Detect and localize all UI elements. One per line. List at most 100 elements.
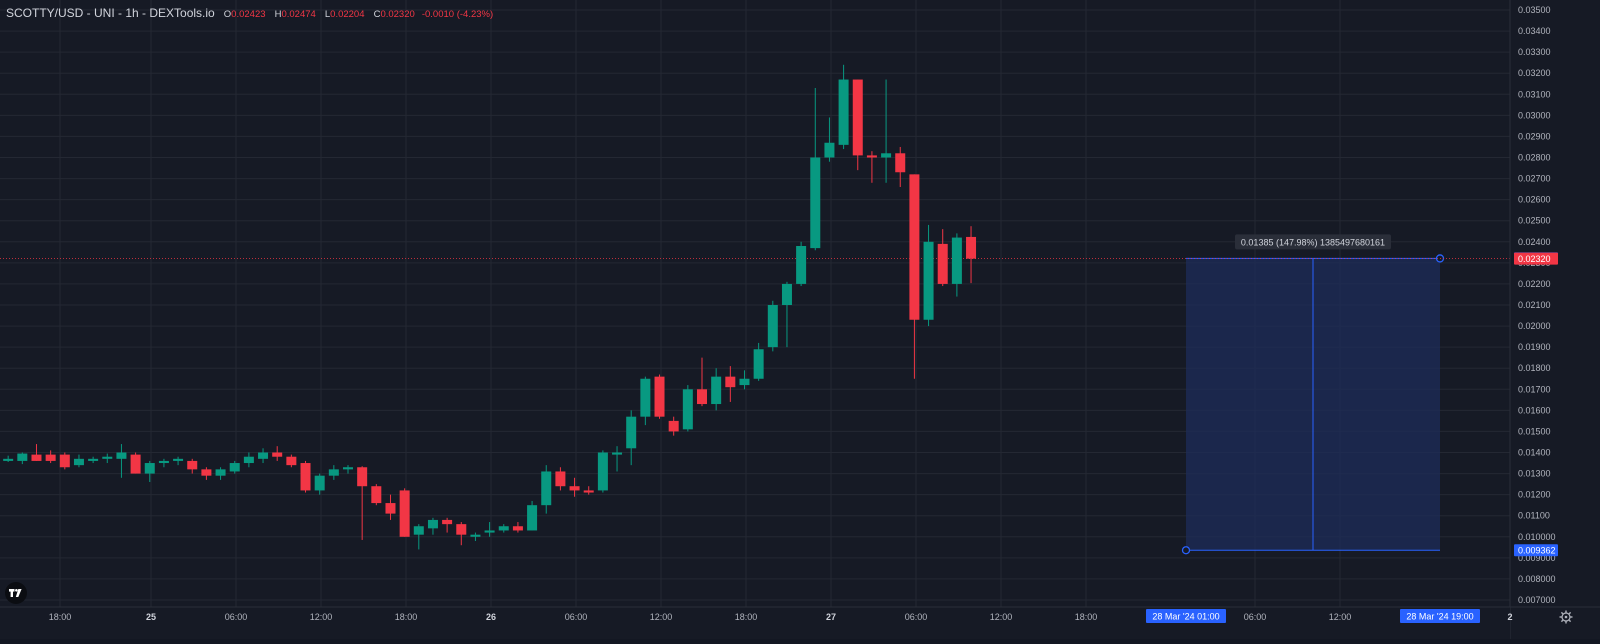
price-axis[interactable]: 0.03500 0.03400 0.03300 0.03200 0.03100 0.030… [1509,0,1600,639]
measure-label: 0.01385 (147.98%) 1385497680161 [1241,237,1385,247]
candle-body [144,463,155,474]
time-tick-label: 2 [1507,612,1512,622]
time-tick-label: 18:00 [735,612,758,622]
candle-body [852,79,863,156]
candle-body [88,458,99,461]
time-tick-label: 06:00 [905,612,928,622]
price-tick-label: 0.02700 [1518,174,1551,184]
candle-body [314,475,325,491]
candle-body [229,463,240,472]
price-tick-label: 0.02400 [1518,237,1551,247]
price-tick-label: 0.02600 [1518,195,1551,205]
candle-body [484,530,495,533]
price-tick-label: 0.009000 [1518,553,1556,563]
measure-end-time-badge: 28 Mar '24 19:00 [1406,612,1473,622]
price-tick-label: 0.02900 [1518,131,1551,141]
measure-tool[interactable]: 0.01385 (147.98%) 1385497680161 [1181,234,1445,555]
price-tick-label: 0.007000 [1518,595,1556,605]
time-tick-label: 18:00 [49,612,72,622]
candle-body [555,471,566,487]
measure-label-background [1235,234,1391,250]
candle-body [569,486,580,491]
candle-body [17,453,28,461]
candle-body [187,460,198,470]
candle-body [442,519,453,525]
candle-body [73,458,84,466]
candle-body [130,454,141,474]
price-tick-label: 0.03200 [1518,68,1551,78]
candle-body [215,469,226,476]
time-tick-label: 06:00 [225,612,248,622]
high-label: H [274,9,282,20]
price-tick-label: 0.01100 [1518,511,1550,521]
price-axis-background [1510,0,1600,639]
measure-start-time-badge-background [1146,609,1226,623]
price-tick-label: 0.03500 [1518,5,1551,15]
candle-body [654,376,665,417]
time-axis-background [0,607,1510,639]
candle-body [626,416,637,449]
price-tick-label: 0.03400 [1518,26,1551,36]
candle-body [102,456,113,459]
candle-body [45,454,56,461]
measure-end-time-badge-background [1400,609,1480,623]
price-tick-label: 0.02500 [1518,216,1551,226]
candle-body [512,526,523,531]
price-tick-label: 0.01200 [1518,490,1551,500]
time-tick-label: 26 [486,612,496,622]
time-axis[interactable]: 18:00 25 06:00 12:00 18:00 26 06:00 12:00 18:00 2… [0,606,1600,639]
time-tick-label: 06:00 [1244,612,1267,622]
tradingview-logo[interactable] [5,582,27,604]
price-tick-label: 0.01300 [1518,469,1551,479]
price-tick-label: 0.01500 [1518,426,1551,436]
candle-body [541,471,552,506]
open-label: O [223,9,232,20]
candle-body [300,463,311,491]
candle-body [824,142,835,158]
candle-body [796,246,807,284]
price-tick-label: 0.010000 [1518,532,1556,542]
close-label: C [373,9,381,20]
candle-body [456,524,467,535]
price-tick-label: 0.02100 [1518,300,1551,310]
candle-body [498,526,509,531]
gear-icon[interactable] [1559,610,1573,624]
candle-body [753,349,764,379]
time-tick-label: 18:00 [1075,612,1098,622]
candle-body [31,454,42,461]
candle-body [923,241,934,320]
candle-body [173,458,184,461]
candle-body [682,389,693,430]
symbol-title[interactable]: SCOTTY/USD - UNI - 1h - DEXTools.io [6,6,215,20]
price-tick-label: 0.008000 [1518,574,1556,584]
candle-body [612,452,623,455]
symbol-legend[interactable]: SCOTTY/USD - UNI - 1h - DEXTools.io O0.0… [6,6,493,20]
candle-body [243,456,254,464]
measure-handle-bottom-left[interactable] [1181,546,1191,555]
candle-body [470,534,481,537]
candle-body [951,237,962,284]
candles-layer [3,64,977,550]
candle-body [881,153,892,158]
open-value: 0.02423 [231,9,266,20]
last-price-badge-background [1514,252,1558,265]
candle-body [116,452,127,459]
candle-body [399,490,410,537]
candle-body [158,460,169,464]
measure-bottom-price-badge-background [1514,544,1558,557]
time-tick-label: 18:00 [395,612,418,622]
candle-body [201,469,212,476]
low-label: L [324,9,331,20]
candle-body [781,283,792,305]
candle-body [357,467,368,487]
price-tick-label: 0.01700 [1518,384,1551,394]
candle-body [866,155,877,158]
low-value: 0.02204 [330,9,365,20]
price-tick-label: 0.01400 [1518,448,1551,458]
time-tick-label: 27 [826,612,836,622]
candle-body [895,153,906,173]
tradingview-logo-mark [9,588,22,597]
candle-body [427,519,438,529]
